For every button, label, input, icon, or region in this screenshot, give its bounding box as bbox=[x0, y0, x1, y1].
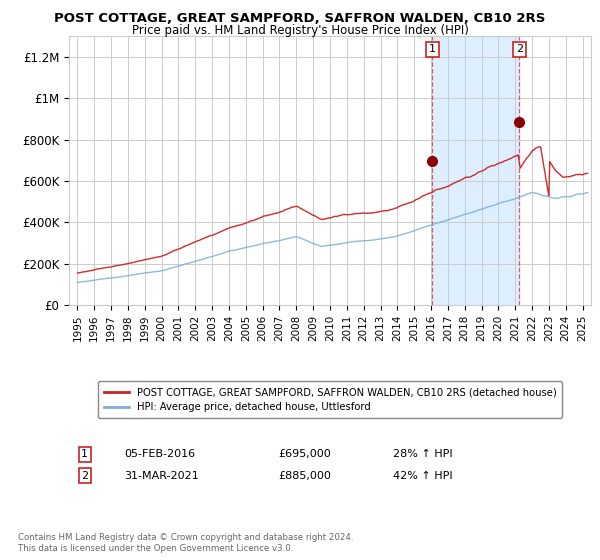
Text: 28% ↑ HPI: 28% ↑ HPI bbox=[392, 449, 452, 459]
Bar bbox=[433, 36, 520, 305]
Text: Price paid vs. HM Land Registry's House Price Index (HPI): Price paid vs. HM Land Registry's House … bbox=[131, 24, 469, 37]
Text: Contains HM Land Registry data © Crown copyright and database right 2024.
This d: Contains HM Land Registry data © Crown c… bbox=[18, 533, 353, 553]
Text: 1: 1 bbox=[81, 449, 88, 459]
Text: £885,000: £885,000 bbox=[278, 471, 331, 481]
Text: 1: 1 bbox=[429, 44, 436, 54]
Text: £695,000: £695,000 bbox=[278, 449, 331, 459]
Legend: POST COTTAGE, GREAT SAMPFORD, SAFFRON WALDEN, CB10 2RS (detached house), HPI: Av: POST COTTAGE, GREAT SAMPFORD, SAFFRON WA… bbox=[98, 381, 562, 418]
Text: 05-FEB-2016: 05-FEB-2016 bbox=[124, 449, 195, 459]
Text: 2: 2 bbox=[516, 44, 523, 54]
Text: 42% ↑ HPI: 42% ↑ HPI bbox=[392, 471, 452, 481]
Text: 2: 2 bbox=[81, 471, 88, 481]
Text: 31-MAR-2021: 31-MAR-2021 bbox=[124, 471, 199, 481]
Text: POST COTTAGE, GREAT SAMPFORD, SAFFRON WALDEN, CB10 2RS: POST COTTAGE, GREAT SAMPFORD, SAFFRON WA… bbox=[55, 12, 545, 25]
